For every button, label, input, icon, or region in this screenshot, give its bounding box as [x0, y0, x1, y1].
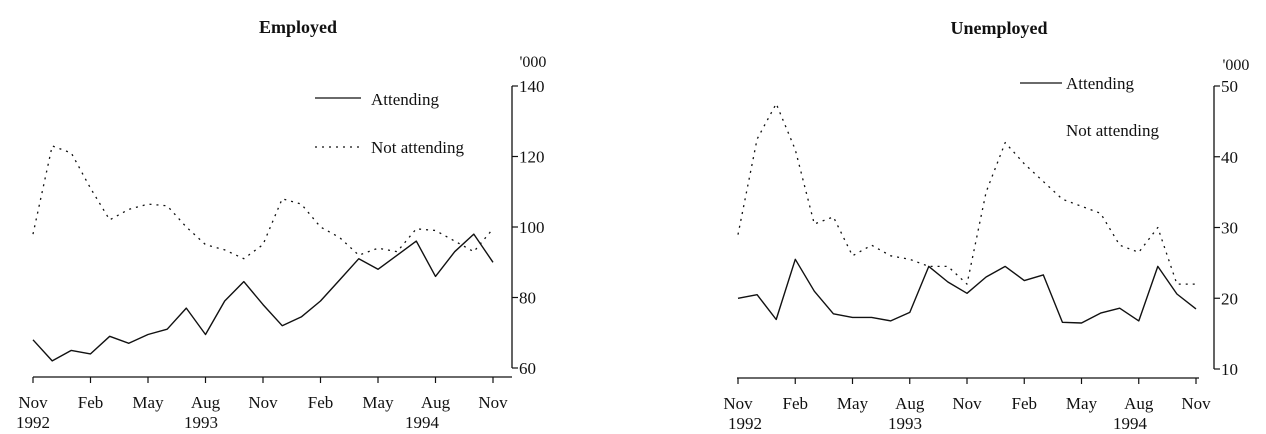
legend-label-not-attending: Not attending	[1066, 121, 1160, 140]
x-tick-label: Aug	[895, 394, 925, 413]
x-tick-label: Feb	[308, 393, 334, 412]
y-tick-label: 100	[519, 218, 545, 237]
x-tick-label: Feb	[1012, 394, 1038, 413]
y-tick-label: 10	[1221, 360, 1238, 379]
x-tick-label: Nov	[723, 394, 753, 413]
x-tick-label: Feb	[78, 393, 104, 412]
chart-title: Unemployed	[950, 18, 1047, 38]
y-axis-unit: '000	[1223, 57, 1250, 74]
x-year-label: 1994	[405, 413, 440, 432]
legend-label-attending: Attending	[371, 90, 439, 109]
y-tick-label: 140	[519, 77, 545, 96]
chart-title: Employed	[259, 17, 337, 37]
y-tick-label: 20	[1221, 289, 1238, 308]
x-year-label: 1992	[728, 414, 762, 433]
x-tick-label: May	[362, 393, 394, 412]
x-tick-label: May	[132, 393, 164, 412]
y-tick-label: 30	[1221, 219, 1238, 238]
y-axis-unit: '000	[520, 54, 547, 71]
y-tick-label: 40	[1221, 148, 1238, 167]
legend-label-not-attending: Not attending	[371, 138, 465, 157]
x-year-label: 1992	[16, 413, 50, 432]
series-layer	[32, 145, 494, 362]
x-year-label: 1994	[1113, 414, 1148, 433]
x-tick-label: Nov	[1181, 394, 1211, 413]
x-tick-label: May	[837, 394, 869, 413]
x-tick-label: Aug	[191, 393, 221, 412]
y-tick-label: 120	[519, 148, 545, 167]
x-tick-label: May	[1066, 394, 1098, 413]
series-layer	[737, 103, 1197, 324]
y-axis-ticks: 60 80 100 120 140	[512, 77, 545, 378]
y-tick-label: 80	[519, 289, 536, 308]
series-line-not-attending	[32, 145, 494, 260]
x-tick-label: Nov	[952, 394, 982, 413]
x-tick-label: Nov	[248, 393, 278, 412]
y-axis-ticks: 10 20 30 40 50	[1214, 77, 1238, 379]
legend-label-attending: Attending	[1066, 74, 1134, 93]
x-year-label: 1993	[888, 414, 922, 433]
y-tick-label: 60	[519, 359, 536, 378]
x-tick-label: Aug	[421, 393, 451, 412]
legend: Attending Not attending	[315, 90, 465, 157]
series-line-attending	[737, 258, 1197, 324]
x-tick-label: Nov	[478, 393, 508, 412]
x-tick-label: Feb	[783, 394, 809, 413]
series-line-not-attending	[737, 103, 1196, 285]
x-year-label: 1993	[184, 413, 218, 432]
series-line-attending	[32, 233, 494, 362]
x-tick-label: Aug	[1124, 394, 1154, 413]
legend: Attending Not attending	[1020, 74, 1160, 140]
employed-chart: Employed '000 60 80 100 120 140 Nov Feb May Aug…	[16, 17, 546, 432]
y-tick-label: 50	[1221, 77, 1238, 96]
x-tick-label: Nov	[18, 393, 48, 412]
unemployed-chart: Unemployed '000 10 20 30 40 50 Nov Feb May Aug N…	[723, 18, 1249, 433]
